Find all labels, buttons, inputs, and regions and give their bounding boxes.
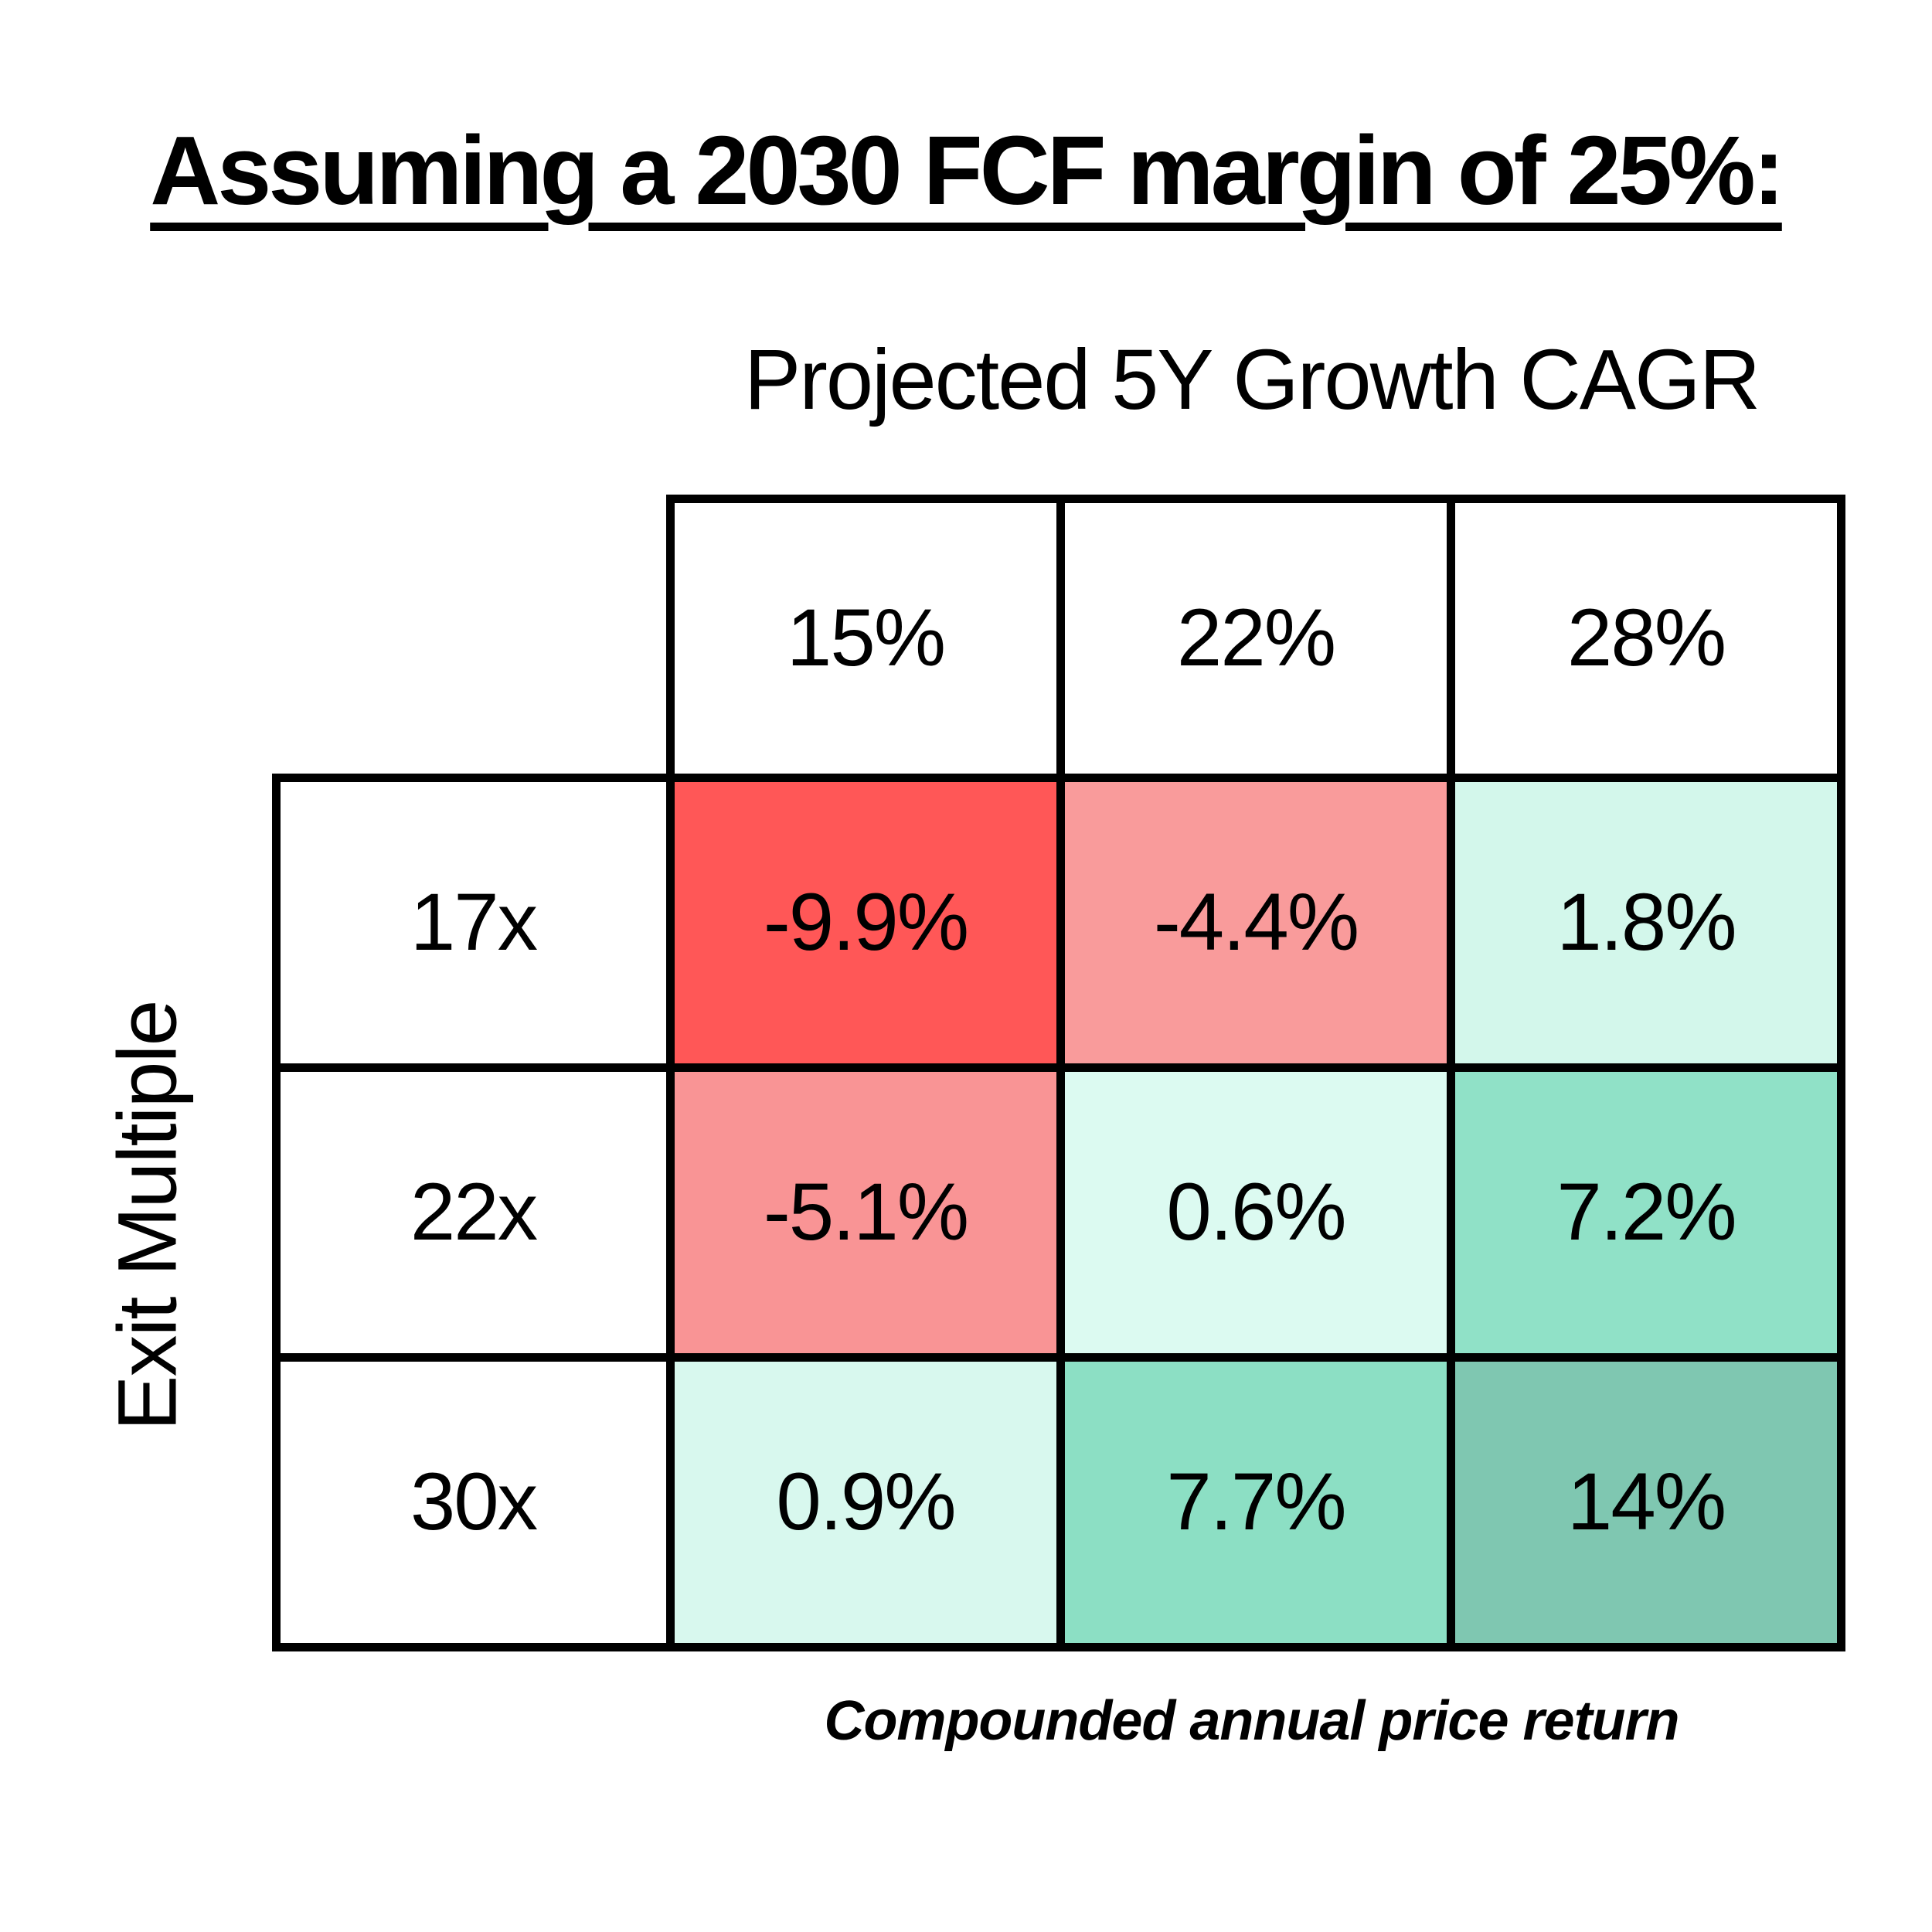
cell-17x-28pct: 1.8% (1447, 774, 1845, 1072)
cell-17x-15pct: -9.9% (666, 774, 1065, 1072)
cell-30x-15pct: 0.9% (666, 1353, 1065, 1651)
col-header-22pct: 22% (1056, 495, 1455, 782)
value-caption-text: Compounded annual price return (824, 1690, 1679, 1752)
row-label-30x: 30x (272, 1353, 675, 1651)
cell-17x-22pct: -4.4% (1056, 774, 1455, 1072)
cell-30x-22pct: 7.7% (1056, 1353, 1455, 1651)
sensitivity-matrix: 15% 22% 28% 17x -9.9% -4.4% 1.8% 22x -5.… (272, 495, 1845, 1651)
row-label-22x: 22x (272, 1063, 675, 1362)
y-axis-title: Exit Multiple (100, 1001, 194, 1431)
chart-title-text: Assuming a 2030 FCF margin of 25%: (150, 116, 1785, 225)
value-caption: Compounded annual price return (666, 1689, 1837, 1753)
header-row: 15% 22% 28% (277, 495, 1845, 782)
cell-22x-22pct: 0.6% (1056, 1063, 1455, 1362)
col-header-15pct: 15% (666, 495, 1065, 782)
table-row-30x: 30x 0.9% 7.7% 14% (272, 1353, 1845, 1651)
row-label-17x: 17x (272, 774, 675, 1072)
cell-30x-28pct: 14% (1447, 1353, 1845, 1651)
chart-title: Assuming a 2030 FCF margin of 25%: (0, 114, 1932, 226)
table-row-22x: 22x -5.1% 0.6% 7.2% (272, 1063, 1845, 1362)
cell-22x-28pct: 7.2% (1447, 1063, 1845, 1362)
table-row-17x: 17x -9.9% -4.4% 1.8% (272, 774, 1845, 1072)
col-header-28pct: 28% (1447, 495, 1845, 782)
corner-cell (277, 499, 671, 778)
y-axis-title-container: Exit Multiple (31, 779, 263, 1653)
x-axis-title: Projected 5Y Growth CAGR (743, 332, 1760, 427)
cell-22x-15pct: -5.1% (666, 1063, 1065, 1362)
